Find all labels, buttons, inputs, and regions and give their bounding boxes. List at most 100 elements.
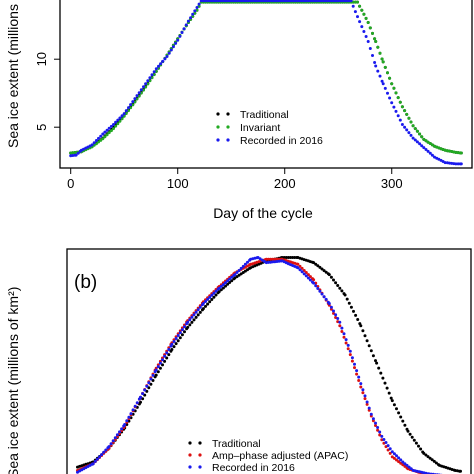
data-point	[269, 257, 273, 261]
data-point	[116, 118, 120, 122]
data-point	[343, 293, 347, 297]
data-point	[139, 400, 142, 404]
data-point	[101, 137, 105, 141]
data-point	[340, 289, 344, 293]
series-b-2	[76, 256, 443, 474]
data-point	[340, 326, 344, 330]
y-tick-label: 10	[34, 52, 49, 66]
data-point	[374, 421, 377, 425]
data-point	[191, 12, 195, 16]
data-point	[420, 135, 424, 139]
legend-marker	[216, 112, 220, 116]
data-point	[277, 257, 281, 261]
data-point	[143, 393, 147, 397]
data-point	[142, 85, 145, 89]
data-point	[161, 358, 164, 362]
data-point	[180, 31, 184, 34]
data-point	[390, 455, 394, 459]
data-point	[170, 348, 174, 351]
data-point	[373, 37, 377, 41]
data-point	[355, 372, 359, 376]
data-point	[405, 463, 409, 467]
data-point	[428, 456, 432, 460]
data-point	[122, 112, 126, 116]
data-point	[171, 45, 175, 49]
data-point	[198, 305, 202, 309]
data-point	[390, 399, 394, 403]
data-point	[178, 34, 182, 38]
data-point	[381, 82, 385, 86]
data-point	[172, 345, 176, 349]
data-point	[348, 353, 352, 357]
data-point	[113, 436, 117, 440]
data-point	[109, 442, 113, 446]
data-point	[387, 391, 391, 395]
data-point	[118, 430, 121, 434]
data-point	[409, 120, 413, 124]
data-point	[135, 401, 139, 405]
data-point	[365, 339, 369, 343]
data-point	[167, 51, 171, 55]
data-point	[340, 330, 344, 333]
data-point	[376, 426, 380, 429]
data-point	[219, 288, 223, 292]
data-point	[365, 400, 369, 404]
data-point	[397, 460, 401, 464]
plot-frame-b	[66, 248, 472, 474]
data-point	[344, 338, 348, 342]
data-point	[400, 105, 404, 109]
data-point	[322, 269, 326, 273]
data-point	[362, 12, 366, 16]
data-point	[459, 151, 463, 155]
x-axis-label-a: Day of the cycle	[213, 205, 313, 221]
data-point	[376, 69, 380, 73]
data-point	[183, 325, 186, 329]
data-point	[371, 54, 374, 57]
data-point	[267, 257, 270, 261]
data-point	[120, 427, 124, 431]
legend-label: Recorded in 2016	[240, 135, 323, 147]
data-point	[358, 4, 362, 8]
data-point	[368, 47, 372, 50]
data-point	[443, 161, 447, 165]
data-point	[392, 403, 396, 407]
data-point	[405, 128, 409, 132]
data-point	[176, 334, 180, 337]
data-point	[158, 361, 162, 365]
data-point	[357, 375, 361, 379]
data-point	[105, 128, 109, 132]
data-point	[176, 339, 180, 343]
legend-label: Amp–phase adjusted (APAC)	[212, 450, 348, 462]
data-point	[161, 59, 165, 63]
legend-marker	[226, 138, 230, 142]
data-point	[308, 278, 312, 282]
data-point	[224, 284, 227, 288]
data-point	[338, 286, 342, 290]
data-point	[338, 324, 342, 328]
series-a-2	[69, 0, 463, 166]
data-point	[141, 397, 145, 401]
data-point	[161, 363, 164, 367]
legend-marker	[226, 125, 230, 129]
data-point	[133, 97, 137, 101]
data-point	[98, 455, 101, 459]
data-point	[145, 384, 149, 388]
data-point	[376, 45, 380, 49]
data-point	[182, 27, 186, 31]
data-point	[228, 281, 232, 284]
data-point	[382, 438, 386, 441]
legend-marker	[188, 441, 192, 445]
data-point	[336, 284, 340, 287]
data-point	[169, 48, 173, 52]
data-point	[418, 132, 422, 136]
data-point	[286, 256, 290, 259]
data-point	[396, 96, 400, 100]
data-point	[230, 275, 234, 279]
data-point	[154, 368, 158, 372]
data-point	[74, 153, 78, 157]
data-point	[137, 91, 141, 95]
data-point	[388, 451, 392, 455]
data-point	[379, 371, 383, 375]
